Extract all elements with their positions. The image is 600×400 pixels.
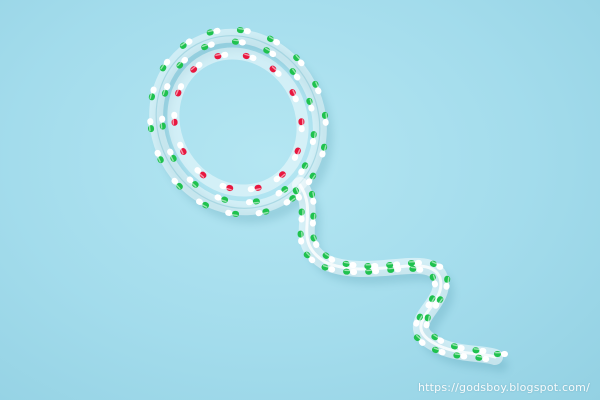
green-capsule — [289, 68, 301, 81]
green-capsule — [409, 265, 424, 273]
red-capsule — [298, 118, 305, 133]
green-capsule — [148, 86, 157, 101]
green-capsule — [364, 262, 379, 270]
green-capsule — [342, 260, 357, 269]
green-capsule — [472, 347, 487, 355]
green-capsule — [450, 343, 465, 352]
green-capsule — [293, 54, 305, 67]
green-capsule — [429, 273, 439, 288]
green-capsule — [413, 313, 424, 327]
green-capsule — [225, 209, 240, 217]
green-capsule — [186, 176, 199, 188]
green-capsule — [298, 208, 305, 223]
green-capsule — [179, 38, 193, 49]
green-capsule — [365, 268, 380, 275]
green-capsule — [154, 149, 164, 164]
green-capsule — [171, 177, 183, 190]
green-capsule — [309, 131, 317, 146]
green-capsule — [266, 35, 281, 46]
green-capsule — [214, 194, 229, 203]
green-capsule — [407, 259, 422, 267]
green-capsule — [432, 346, 446, 356]
green-capsule — [275, 186, 289, 197]
green-capsule — [425, 295, 436, 309]
green-capsule — [305, 172, 317, 186]
green-capsule — [159, 58, 171, 72]
green-capsule — [343, 268, 358, 276]
green-capsule — [176, 56, 189, 69]
green-capsule — [308, 190, 317, 205]
red-capsule — [247, 184, 262, 193]
green-capsule — [263, 47, 277, 58]
green-capsule — [312, 80, 322, 95]
red-capsule — [242, 52, 257, 62]
green-capsule — [319, 143, 328, 158]
green-capsule — [475, 354, 490, 363]
watermark-url: https://godsboy.blogspot.com/ — [417, 381, 590, 394]
green-capsule — [443, 275, 451, 290]
green-capsule — [231, 38, 246, 46]
green-capsule — [386, 261, 401, 269]
green-capsule — [147, 118, 155, 133]
green-capsule — [423, 314, 431, 329]
green-capsule — [310, 234, 320, 248]
green-capsule — [309, 212, 317, 227]
green-capsule — [297, 230, 305, 245]
green-capsule — [453, 352, 468, 360]
green-capsule — [245, 198, 260, 206]
green-capsule — [167, 148, 177, 162]
green-capsule — [494, 351, 508, 357]
green-capsule — [431, 333, 445, 344]
green-capsule — [195, 198, 210, 209]
capsule-pills — [147, 27, 508, 363]
green-capsule — [255, 208, 270, 217]
tube-tail — [292, 177, 503, 365]
green-capsule — [321, 264, 336, 273]
red-capsule — [214, 51, 229, 60]
red-capsule — [194, 167, 207, 179]
green-capsule — [429, 260, 444, 270]
green-capsule — [206, 27, 221, 36]
red-capsule — [291, 147, 301, 161]
green-capsule — [321, 111, 329, 126]
green-capsule — [161, 83, 171, 97]
green-capsule — [201, 41, 215, 51]
green-capsule — [306, 97, 315, 112]
red-capsule — [219, 182, 234, 192]
red-capsule — [175, 83, 185, 97]
green-capsule — [236, 27, 251, 35]
green-capsule — [283, 195, 297, 206]
green-capsule — [298, 162, 309, 176]
green-capsule — [413, 334, 426, 346]
green-capsule — [292, 187, 303, 201]
red-capsule — [171, 111, 178, 126]
green-capsule — [159, 115, 166, 130]
red-capsule — [269, 65, 282, 77]
tube-head-outer-edge — [155, 35, 321, 209]
red-capsule — [190, 61, 203, 73]
red-capsule — [273, 171, 286, 183]
green-capsule — [322, 252, 336, 263]
red-capsule — [177, 141, 187, 155]
green-capsule — [387, 266, 402, 273]
green-capsule — [303, 251, 316, 264]
green-capsule — [432, 296, 444, 309]
red-capsule — [289, 89, 299, 103]
